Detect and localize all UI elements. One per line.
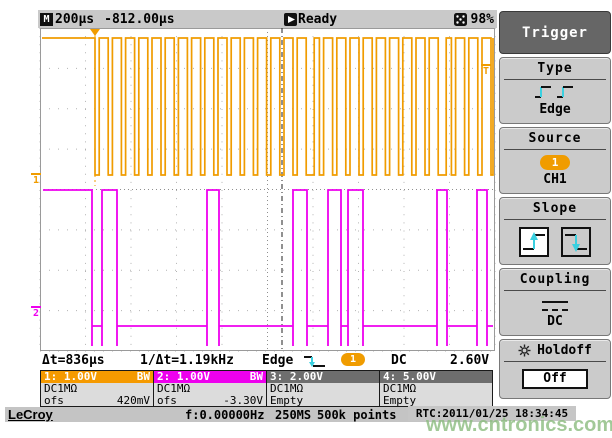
channel4-coupling: DC1MΩ [383,382,417,395]
timebase-readout: 200µs [55,11,95,27]
channel4-descriptor[interactable]: 4: 5.00V DC1MΩ Empty [379,370,493,407]
slope-label: Slope [532,201,578,216]
trigger-holdoff-button[interactable]: Holdoff Off [499,339,611,399]
coupling-label: Coupling [519,272,591,287]
divider [504,149,606,150]
edge-type-icon [535,86,573,98]
trigger-source-badge: 1 [341,353,365,366]
bottom-status-bar: LeCroy f:0.00000Hz 250MS 500k points [5,407,497,422]
acquisition-state: Ready [284,12,337,27]
channel3-scale: 3: 2.00V [270,370,323,383]
inverse-delta-t-readout: 1/Δt=1.19kHz [140,353,234,368]
trigger-level-readout: 2.60V [450,353,490,368]
coupling-value: DC [547,314,563,329]
trigger-delay-arrow [90,29,100,36]
trigger-coupling-readout: DC [391,353,407,368]
timebase-mode-icon: M [40,12,53,26]
channel4-scale: 4: 5.00V [383,370,436,383]
channel2-bw-flag: BW [249,370,263,383]
channel2-offset-label: ofs [157,394,177,407]
channel2-coupling: DC1MΩ [157,382,191,395]
falling-edge-icon [304,356,325,367]
trigger-coupling-button[interactable]: Coupling DC [499,268,611,336]
channel1-coupling: DC1MΩ [44,382,78,395]
holdoff-off-button[interactable]: Off [522,369,588,389]
divider [504,79,606,80]
rising-edge-icon [523,232,545,250]
trigger-source-button[interactable]: Source 1 CH1 [499,127,611,194]
site-watermark: www.cntronics.com [426,414,612,436]
channel3-header: 3: 2.00V [267,371,379,383]
rising-slope-option[interactable] [519,227,549,257]
divider [504,290,606,291]
frequency-counter-readout: f:0.00000Hz [185,408,265,422]
ch2-ground-marker[interactable]: 2 [31,306,42,319]
channel1-descriptor[interactable]: 1: 1.00V BW DC1MΩ ofs 420mV [40,370,154,407]
sample-rate-readout: 250MS [275,408,312,422]
channel3-descriptor[interactable]: 3: 2.00V DC1MΩ Empty [266,370,380,407]
channel2-header: 2: 1.00V BW [154,371,266,383]
gear-icon [518,344,531,357]
channel1-offset-label: ofs [44,394,64,407]
ch1-ground-marker[interactable]: 1 [31,173,42,186]
channel1-offset-value: 420mV [116,394,150,407]
play-icon [284,12,297,26]
trigger-delay-readout: -812.00µs [104,11,175,27]
grid-border [40,28,495,351]
holdoff-label: Holdoff [537,343,592,358]
channel2-offset-value: -3.30V [223,394,263,407]
trigger-slope-button[interactable]: Slope [499,197,611,265]
measurement-bar: Δt=836µs 1/Δt=1.19kHz Edge 1 DC 2.60V [40,351,497,369]
memory-dice-icon [453,12,467,26]
delta-t-readout: Δt=836µs [42,353,105,368]
trigger-type-readout: Edge [262,353,294,368]
source-value: CH1 [543,172,567,187]
trigger-level-marker[interactable]: T [481,64,492,77]
channel2-scale: 2: 1.00V [157,370,210,383]
type-label: Type [537,61,573,76]
channel4-status: Empty [383,394,417,407]
trigger-menu-title: Trigger [499,11,611,54]
channel3-status: Empty [270,394,304,407]
source-channel-badge: 1 [540,155,570,170]
channel1-bw-flag: BW [136,370,150,383]
battery-percent: 98% [470,11,494,27]
record-length-readout: 500k points [317,408,397,422]
channel2-descriptor[interactable]: 2: 1.00V BW DC1MΩ ofs -3.30V [153,370,267,407]
run-state-label: Ready [298,11,338,27]
ch2-trace [43,189,493,346]
divider [504,219,606,220]
source-label: Source [528,131,582,146]
falling-slope-option[interactable] [561,227,591,257]
channel-descriptor-row: 1: 1.00V BW DC1MΩ ofs 420mV 2: 1.00V BW … [40,370,493,407]
status-bar: M 200µs -812.00µs Ready 98% [38,10,497,28]
falling-edge-icon [565,234,587,252]
channel3-coupling: DC1MΩ [270,382,304,395]
channel4-header: 4: 5.00V [380,371,492,383]
dc-coupling-icon [542,301,568,311]
trigger-type-button[interactable]: Type Edge [499,57,611,124]
channel1-scale: 1: 1.00V [44,370,97,383]
lecroy-logo: LeCroy [8,407,53,422]
channel1-header: 1: 1.00V BW [41,371,153,383]
type-value: Edge [539,102,571,117]
ch1-trace [42,37,494,176]
battery-status: 98% [453,11,494,27]
divider [504,361,606,362]
rtc-clock-readout: RTC:2011/01/25 18:34:45 [408,406,576,421]
